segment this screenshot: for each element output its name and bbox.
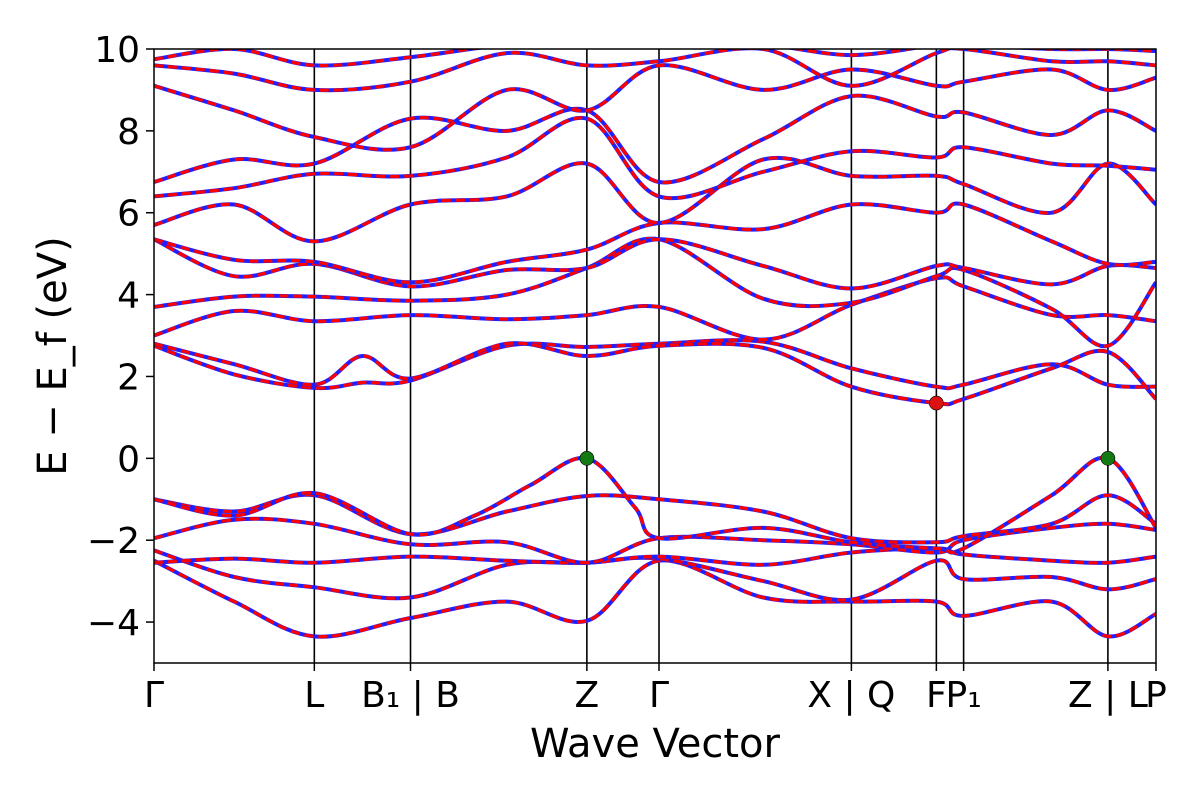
band-v4 <box>154 517 1156 565</box>
band-v5 <box>154 493 1156 545</box>
x-tick-label: X | Q <box>807 675 895 716</box>
x-tick-label: P₁ <box>946 675 982 716</box>
band-v2 <box>154 548 1156 602</box>
x-tick-label: P <box>1145 675 1167 716</box>
y-axis-label: E − E_f (eV) <box>30 236 76 475</box>
y-tick-label: −2 <box>87 521 140 562</box>
y-tick-label: 0 <box>117 439 140 480</box>
vbm-marker <box>1100 451 1116 466</box>
band-v3 <box>154 546 1156 567</box>
band-v1 <box>154 558 1156 639</box>
band-c3-blue <box>154 275 1156 342</box>
x-axis-ticks: Γ L B₁ | B Z Γ X | Q FP₁ Z | LP <box>144 663 1167 716</box>
y-tick-label: 6 <box>117 194 140 235</box>
extrema-markers <box>579 395 1116 466</box>
y-tick-label: 2 <box>117 357 140 398</box>
x-tick-label: Γ <box>144 675 164 716</box>
x-tick-label: L <box>304 675 324 716</box>
band-c8 <box>154 116 1156 200</box>
y-tick-label: 10 <box>94 30 140 71</box>
plot-area <box>154 49 1156 663</box>
y-tick-label: −4 <box>87 603 140 644</box>
band-v6 <box>154 456 1156 555</box>
band-c1 <box>154 338 1156 390</box>
plot-frame <box>153 48 1157 664</box>
x-tick-label: B₁ | B <box>361 675 460 716</box>
band-c2 <box>154 341 1156 406</box>
band-c12-blue <box>154 49 1156 68</box>
x-axis-label: Wave Vector <box>530 721 781 767</box>
cbm-marker <box>929 395 944 411</box>
band-c4 <box>154 237 1156 348</box>
x-tick-label: Z | L <box>1068 675 1148 716</box>
band-lines <box>154 49 1156 639</box>
x-tick-label: F <box>926 675 947 716</box>
band-c9 <box>154 94 1156 185</box>
y-axis-ticks: −4 −2 0 2 4 6 8 10 <box>87 30 154 644</box>
vbm-marker <box>579 451 595 466</box>
band-c10 <box>154 63 1156 152</box>
band-c7 <box>154 156 1156 244</box>
y-tick-label: 4 <box>117 276 140 317</box>
band-c6 <box>154 201 1156 284</box>
x-tick-label: Γ <box>649 675 669 716</box>
x-tick-label: Z <box>575 675 600 716</box>
band-c11 <box>154 49 1156 92</box>
y-tick-label: 8 <box>117 112 140 153</box>
